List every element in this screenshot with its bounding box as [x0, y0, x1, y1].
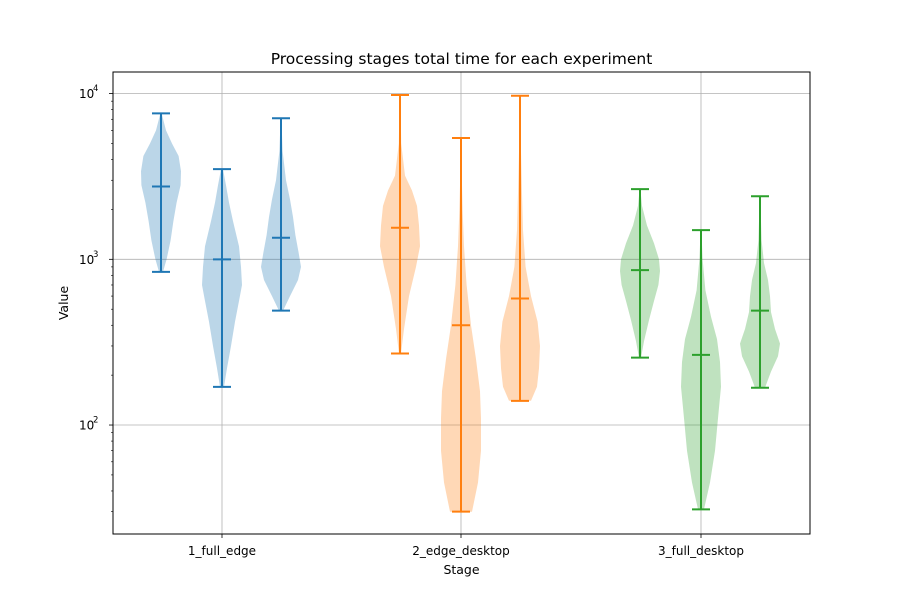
- y-tick-label-base: 10: [79, 253, 94, 267]
- x-axis-title: Stage: [443, 562, 479, 577]
- x-tick-label: 2_edge_desktop: [412, 544, 510, 558]
- plot-frame: [112, 71, 811, 535]
- tick-layer: 1_full_edge 2_edge_desktop 3_full_desktop 1…: [79, 84, 744, 558]
- x-tick-label: 3_full_desktop: [658, 544, 744, 558]
- chart-title: Processing stages total time for each ex…: [271, 50, 653, 68]
- y-tick-label-base: 10: [79, 87, 94, 101]
- y-tick-label-exponent: 3: [93, 250, 98, 260]
- y-axis-title: Value: [56, 286, 71, 321]
- y-tick-label-exponent: 2: [93, 416, 98, 426]
- y-tick-label-base: 10: [79, 419, 94, 433]
- x-tick-label: 1_full_edge: [188, 544, 256, 558]
- y-tick-label-exponent: 4: [93, 84, 98, 94]
- violin-layer: [141, 94, 780, 513]
